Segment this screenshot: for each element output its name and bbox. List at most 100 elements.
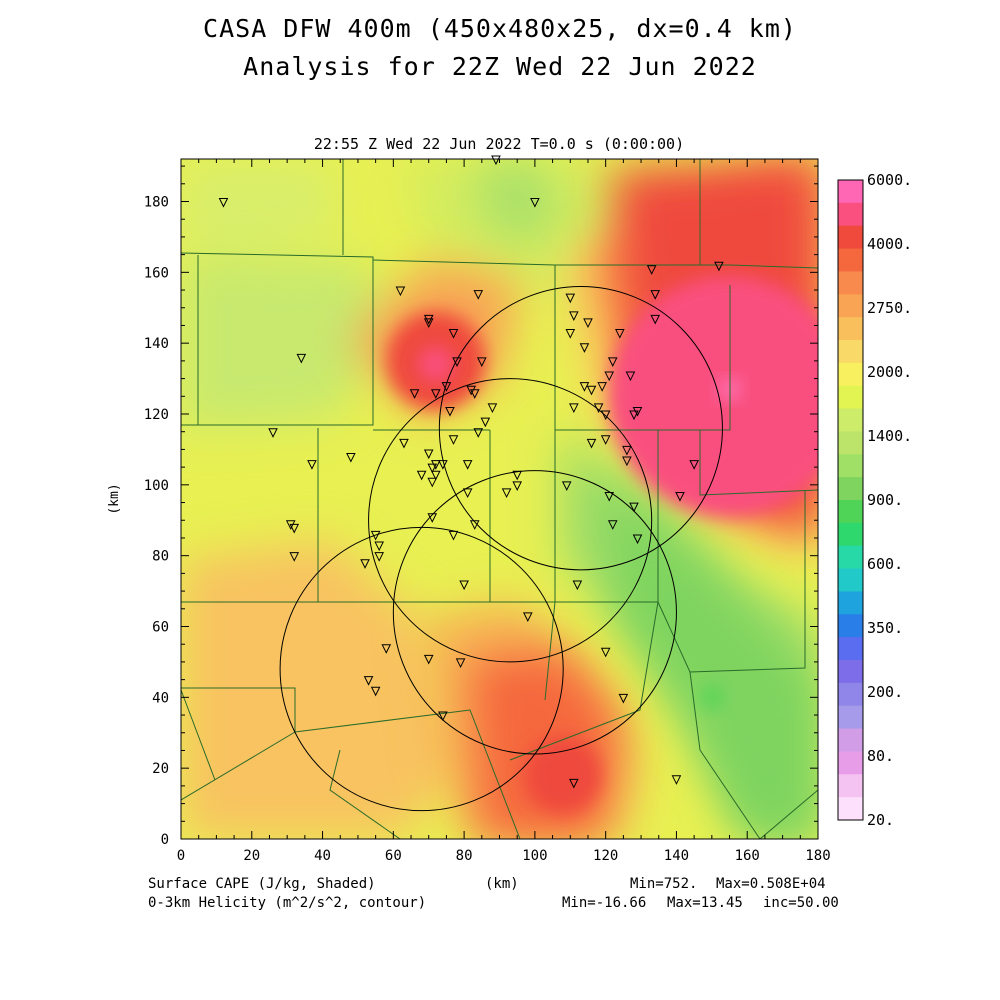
station-marker-51 (462, 460, 473, 470)
x-tick-label-8: 160 (735, 848, 760, 864)
x-tick-label-3: 60 (385, 848, 402, 864)
colorbar-swatch-17 (838, 568, 863, 592)
y-tick-label-7: 140 (144, 336, 169, 352)
station-marker-19 (625, 371, 636, 382)
station-marker-71 (374, 552, 384, 562)
station-marker-30 (480, 417, 491, 428)
colorbar-swatch-13 (838, 477, 863, 501)
station-marker-63 (462, 488, 473, 499)
station-marker-62 (501, 488, 512, 499)
station-marker-26 (452, 357, 462, 367)
station-marker-59 (675, 491, 685, 502)
station-marker-85 (455, 658, 466, 669)
x-tick-label-6: 120 (593, 848, 618, 864)
station-marker-36 (593, 403, 604, 414)
cape-maximum-3 (524, 736, 603, 815)
station-marker-83 (381, 644, 392, 654)
station-marker-20 (650, 314, 661, 325)
station-marker-17 (607, 357, 618, 367)
colorbar-label-3: 2000. (867, 363, 912, 381)
station-marker-61 (512, 481, 523, 491)
y-tick-label-8: 160 (144, 265, 169, 281)
colorbar-swatch-0 (838, 180, 863, 204)
series-label-cape: Surface CAPE (J/kg, Shaded) (148, 876, 376, 892)
x-tick-label-7: 140 (664, 848, 689, 864)
x-axis-label: (km) (485, 876, 519, 892)
station-marker-64 (427, 513, 438, 523)
colorbar-frame (837, 179, 864, 821)
station-marker-55 (600, 435, 611, 445)
x-tick-label-1: 20 (243, 848, 260, 864)
station-marker-7 (473, 290, 484, 300)
station-marker-47 (427, 477, 438, 488)
station-marker-49 (438, 460, 448, 470)
x-tick-label-9: 180 (805, 848, 830, 864)
station-marker-46 (430, 470, 441, 481)
colorbar-label-2: 2750. (867, 299, 912, 317)
colorbar-label-1: 4000. (867, 235, 912, 253)
county-line-12 (689, 490, 806, 673)
station-marker-84 (423, 654, 434, 665)
colorbar-label-7: 350. (867, 619, 903, 637)
station-marker-38 (569, 403, 579, 414)
y-tick-label-3: 60 (152, 620, 169, 636)
cape-max: Max=0.508E+04 (716, 876, 826, 892)
y-tick-label-4: 80 (152, 549, 169, 565)
colorbar-label-10: 20. (867, 811, 894, 829)
station-marker-33 (579, 382, 590, 392)
station-marker-13 (583, 318, 593, 329)
station-marker-73 (561, 481, 572, 491)
radar-range-circle-1 (368, 378, 653, 663)
series-label-helicity: 0-3km Helicity (m^2/s^2, contour) (148, 895, 427, 911)
station-marker-6 (395, 286, 406, 297)
station-marker-78 (289, 552, 300, 562)
colorbar-swatch-6 (838, 317, 863, 341)
county-boundaries (181, 159, 818, 839)
station-marker-5 (714, 261, 724, 272)
station-marker-57 (622, 456, 632, 467)
station-marker-70 (374, 541, 384, 552)
colorbar-swatch-8 (838, 362, 863, 387)
county-line-0 (181, 252, 374, 426)
cape-shade-region-9 (181, 540, 470, 839)
colorbar-swatch-10 (838, 408, 863, 432)
x-tick-label-4: 80 (456, 848, 473, 864)
station-marker-10 (448, 329, 459, 339)
station-marker-23 (430, 389, 441, 399)
cape-shade-region-8 (600, 480, 818, 839)
x-tick-label-0: 0 (177, 848, 185, 864)
county-line-14 (181, 689, 216, 781)
station-marker-86 (363, 676, 374, 686)
colorbar-swatch-2 (838, 225, 863, 250)
county-line-10 (699, 430, 818, 496)
cape-maximum-0 (609, 275, 818, 517)
colorbar-swatch-7 (838, 340, 863, 364)
county-line-16 (294, 709, 521, 839)
station-marker-2 (530, 198, 540, 208)
y-axis-label: (km) (107, 483, 122, 514)
helicity-min: Min=-16.66 (562, 895, 647, 911)
colorbar-label-4: 1400. (867, 427, 912, 445)
station-marker-11 (565, 293, 576, 304)
colorbar-swatch-26 (838, 774, 863, 798)
cape-maximum-4 (701, 686, 723, 708)
colorbar-swatch-14 (838, 500, 863, 524)
station-marker-4 (650, 290, 661, 300)
station-marker-79 (459, 580, 469, 591)
radar-range-circle-3 (279, 526, 564, 812)
cape-shade-region-2 (470, 160, 560, 240)
station-marker-75 (607, 520, 618, 530)
colorbar-swatch-21 (838, 660, 863, 684)
colorbar-swatch-4 (838, 271, 863, 295)
county-line-5 (555, 285, 731, 431)
station-marker-88 (438, 711, 448, 722)
time-label: 22:55 Z Wed 22 Jun 2022 T=0.0 s (0:00:00… (313, 135, 685, 153)
county-line-17 (329, 749, 401, 839)
county-line-21 (759, 789, 818, 839)
colorbar-swatch-27 (838, 797, 863, 821)
station-marker-40 (632, 406, 643, 417)
station-marker-87 (370, 686, 381, 697)
station-marker-66 (469, 520, 480, 530)
